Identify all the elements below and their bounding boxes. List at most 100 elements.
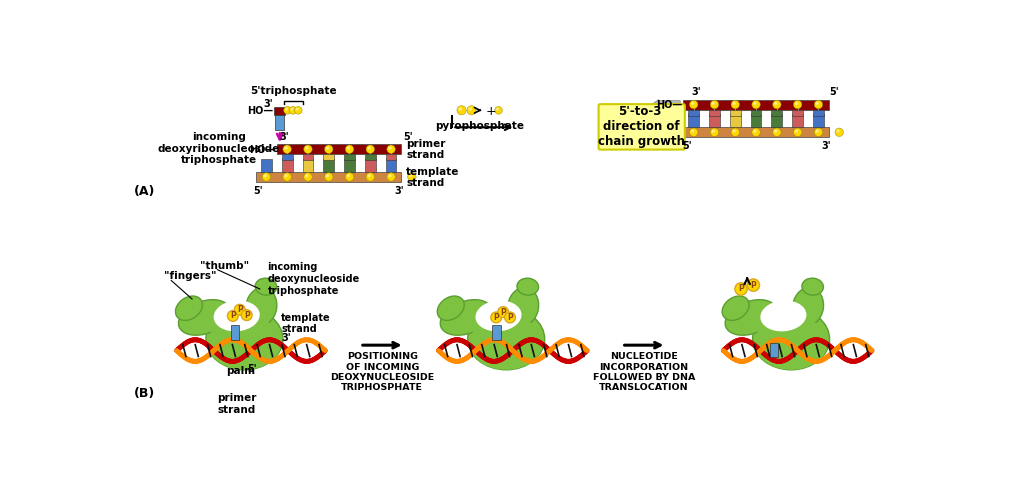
Ellipse shape xyxy=(468,308,544,370)
Bar xyxy=(365,159,375,172)
Bar xyxy=(683,127,829,137)
Ellipse shape xyxy=(255,278,276,295)
Circle shape xyxy=(794,100,802,109)
Text: 3': 3' xyxy=(263,99,273,109)
Circle shape xyxy=(814,128,822,137)
Circle shape xyxy=(498,307,508,317)
Text: template
strand: template strand xyxy=(281,313,331,334)
Circle shape xyxy=(304,145,312,154)
Bar xyxy=(303,154,313,160)
Text: 3': 3' xyxy=(281,333,291,343)
Circle shape xyxy=(774,102,777,105)
Circle shape xyxy=(772,100,782,109)
Circle shape xyxy=(504,312,516,323)
Text: (B): (B) xyxy=(134,387,155,400)
Bar xyxy=(751,114,761,127)
Ellipse shape xyxy=(206,308,283,370)
Circle shape xyxy=(837,129,840,133)
Bar xyxy=(688,114,699,127)
Bar xyxy=(261,159,272,172)
Bar xyxy=(344,159,355,172)
Bar xyxy=(688,110,699,116)
Bar xyxy=(277,144,401,154)
Text: HO—: HO— xyxy=(247,106,273,116)
Text: P: P xyxy=(493,313,499,322)
Circle shape xyxy=(712,102,715,105)
Circle shape xyxy=(795,129,798,133)
Ellipse shape xyxy=(214,300,260,331)
Circle shape xyxy=(389,146,392,150)
Circle shape xyxy=(731,100,740,109)
Ellipse shape xyxy=(208,316,281,370)
Circle shape xyxy=(457,106,466,115)
Ellipse shape xyxy=(178,299,230,335)
Ellipse shape xyxy=(722,296,749,320)
Circle shape xyxy=(469,107,472,111)
Bar xyxy=(813,110,824,116)
Bar xyxy=(365,154,375,160)
Circle shape xyxy=(495,106,502,114)
Circle shape xyxy=(496,108,499,111)
Circle shape xyxy=(367,146,370,150)
Bar xyxy=(813,114,824,127)
Bar xyxy=(683,99,829,110)
Bar xyxy=(709,110,720,116)
Text: P: P xyxy=(500,308,506,316)
Text: primer
strand: primer strand xyxy=(217,393,257,414)
Text: template
strand: template strand xyxy=(406,167,459,188)
Circle shape xyxy=(283,145,292,154)
Circle shape xyxy=(753,102,756,105)
Ellipse shape xyxy=(725,299,777,335)
Bar xyxy=(256,172,401,182)
Circle shape xyxy=(794,128,802,137)
Text: 5': 5' xyxy=(254,186,263,196)
Bar xyxy=(230,325,239,340)
Text: 5': 5' xyxy=(682,141,692,151)
Text: POSITIONING
OF INCOMING
DEOXYNUCLEOSIDE
TRIPHOSPHATE: POSITIONING OF INCOMING DEOXYNUCLEOSIDE … xyxy=(330,352,435,392)
Text: 3': 3' xyxy=(394,186,404,196)
Bar xyxy=(709,114,720,127)
Circle shape xyxy=(491,312,501,323)
Circle shape xyxy=(283,106,292,114)
Circle shape xyxy=(409,174,412,177)
Bar xyxy=(771,114,783,127)
Circle shape xyxy=(753,129,756,133)
Text: NUCLEOTIDE
INCORPORATION
FOLLOWED BY DNA
TRANSLOCATION: NUCLEOTIDE INCORPORATION FOLLOWED BY DNA… xyxy=(593,352,696,392)
Circle shape xyxy=(691,102,695,105)
Bar xyxy=(386,154,397,160)
Circle shape xyxy=(731,128,740,137)
Circle shape xyxy=(407,173,416,181)
Circle shape xyxy=(345,145,354,154)
Bar xyxy=(275,115,284,130)
Circle shape xyxy=(284,174,287,177)
Circle shape xyxy=(264,174,267,177)
Text: P: P xyxy=(739,284,744,294)
Bar xyxy=(274,107,285,115)
Ellipse shape xyxy=(802,278,824,295)
Circle shape xyxy=(774,129,777,133)
Text: pyrophosphate: pyrophosphate xyxy=(436,121,525,131)
Bar xyxy=(751,110,761,116)
Circle shape xyxy=(466,106,476,115)
Text: P: P xyxy=(507,313,513,322)
Circle shape xyxy=(732,129,736,133)
Circle shape xyxy=(324,173,332,181)
Circle shape xyxy=(815,102,818,105)
Circle shape xyxy=(296,108,299,111)
Circle shape xyxy=(710,100,719,109)
Text: 5'triphosphate: 5'triphosphate xyxy=(251,86,337,97)
Text: HO—: HO— xyxy=(249,144,275,155)
Ellipse shape xyxy=(440,299,492,335)
Ellipse shape xyxy=(755,316,828,370)
Text: incoming
deoxynucleoside
triphosphate: incoming deoxynucleoside triphosphate xyxy=(267,262,360,296)
Ellipse shape xyxy=(476,300,522,331)
Bar xyxy=(792,114,803,127)
Circle shape xyxy=(735,283,747,295)
Bar xyxy=(492,325,501,340)
Bar xyxy=(323,159,335,172)
Circle shape xyxy=(305,174,308,177)
Ellipse shape xyxy=(437,296,464,320)
Circle shape xyxy=(814,100,822,109)
Circle shape xyxy=(347,174,350,177)
Text: 5': 5' xyxy=(248,364,257,374)
